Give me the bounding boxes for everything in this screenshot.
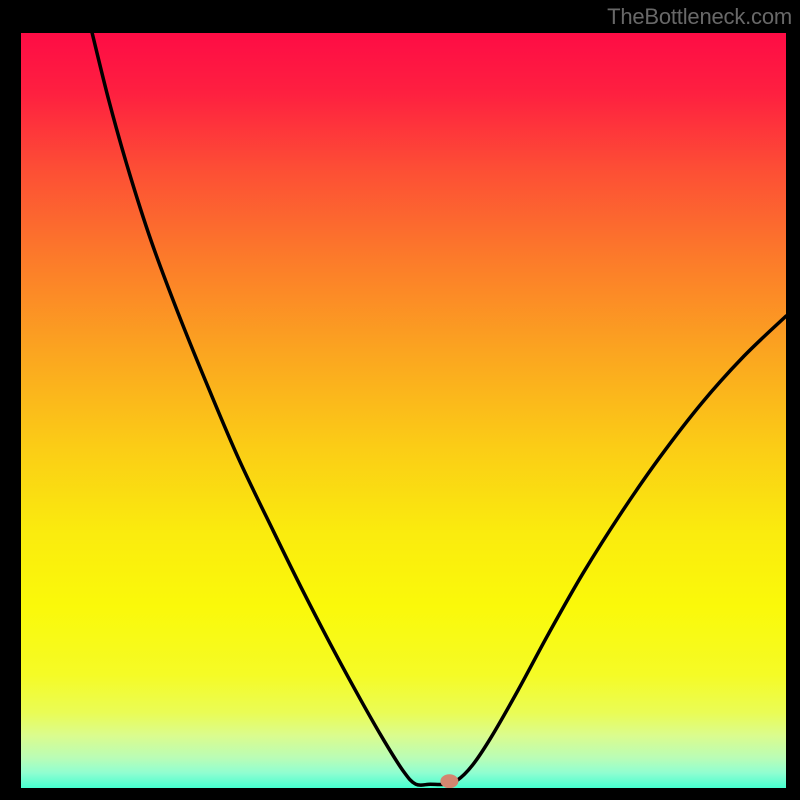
plot-svg bbox=[21, 33, 786, 788]
gradient-background bbox=[21, 33, 786, 788]
watermark-text: TheBottleneck.com bbox=[607, 4, 792, 30]
plot-frame bbox=[18, 30, 789, 791]
chart-container: { "watermark": { "text": "TheBottleneck.… bbox=[0, 0, 800, 800]
minimum-marker bbox=[440, 774, 458, 788]
